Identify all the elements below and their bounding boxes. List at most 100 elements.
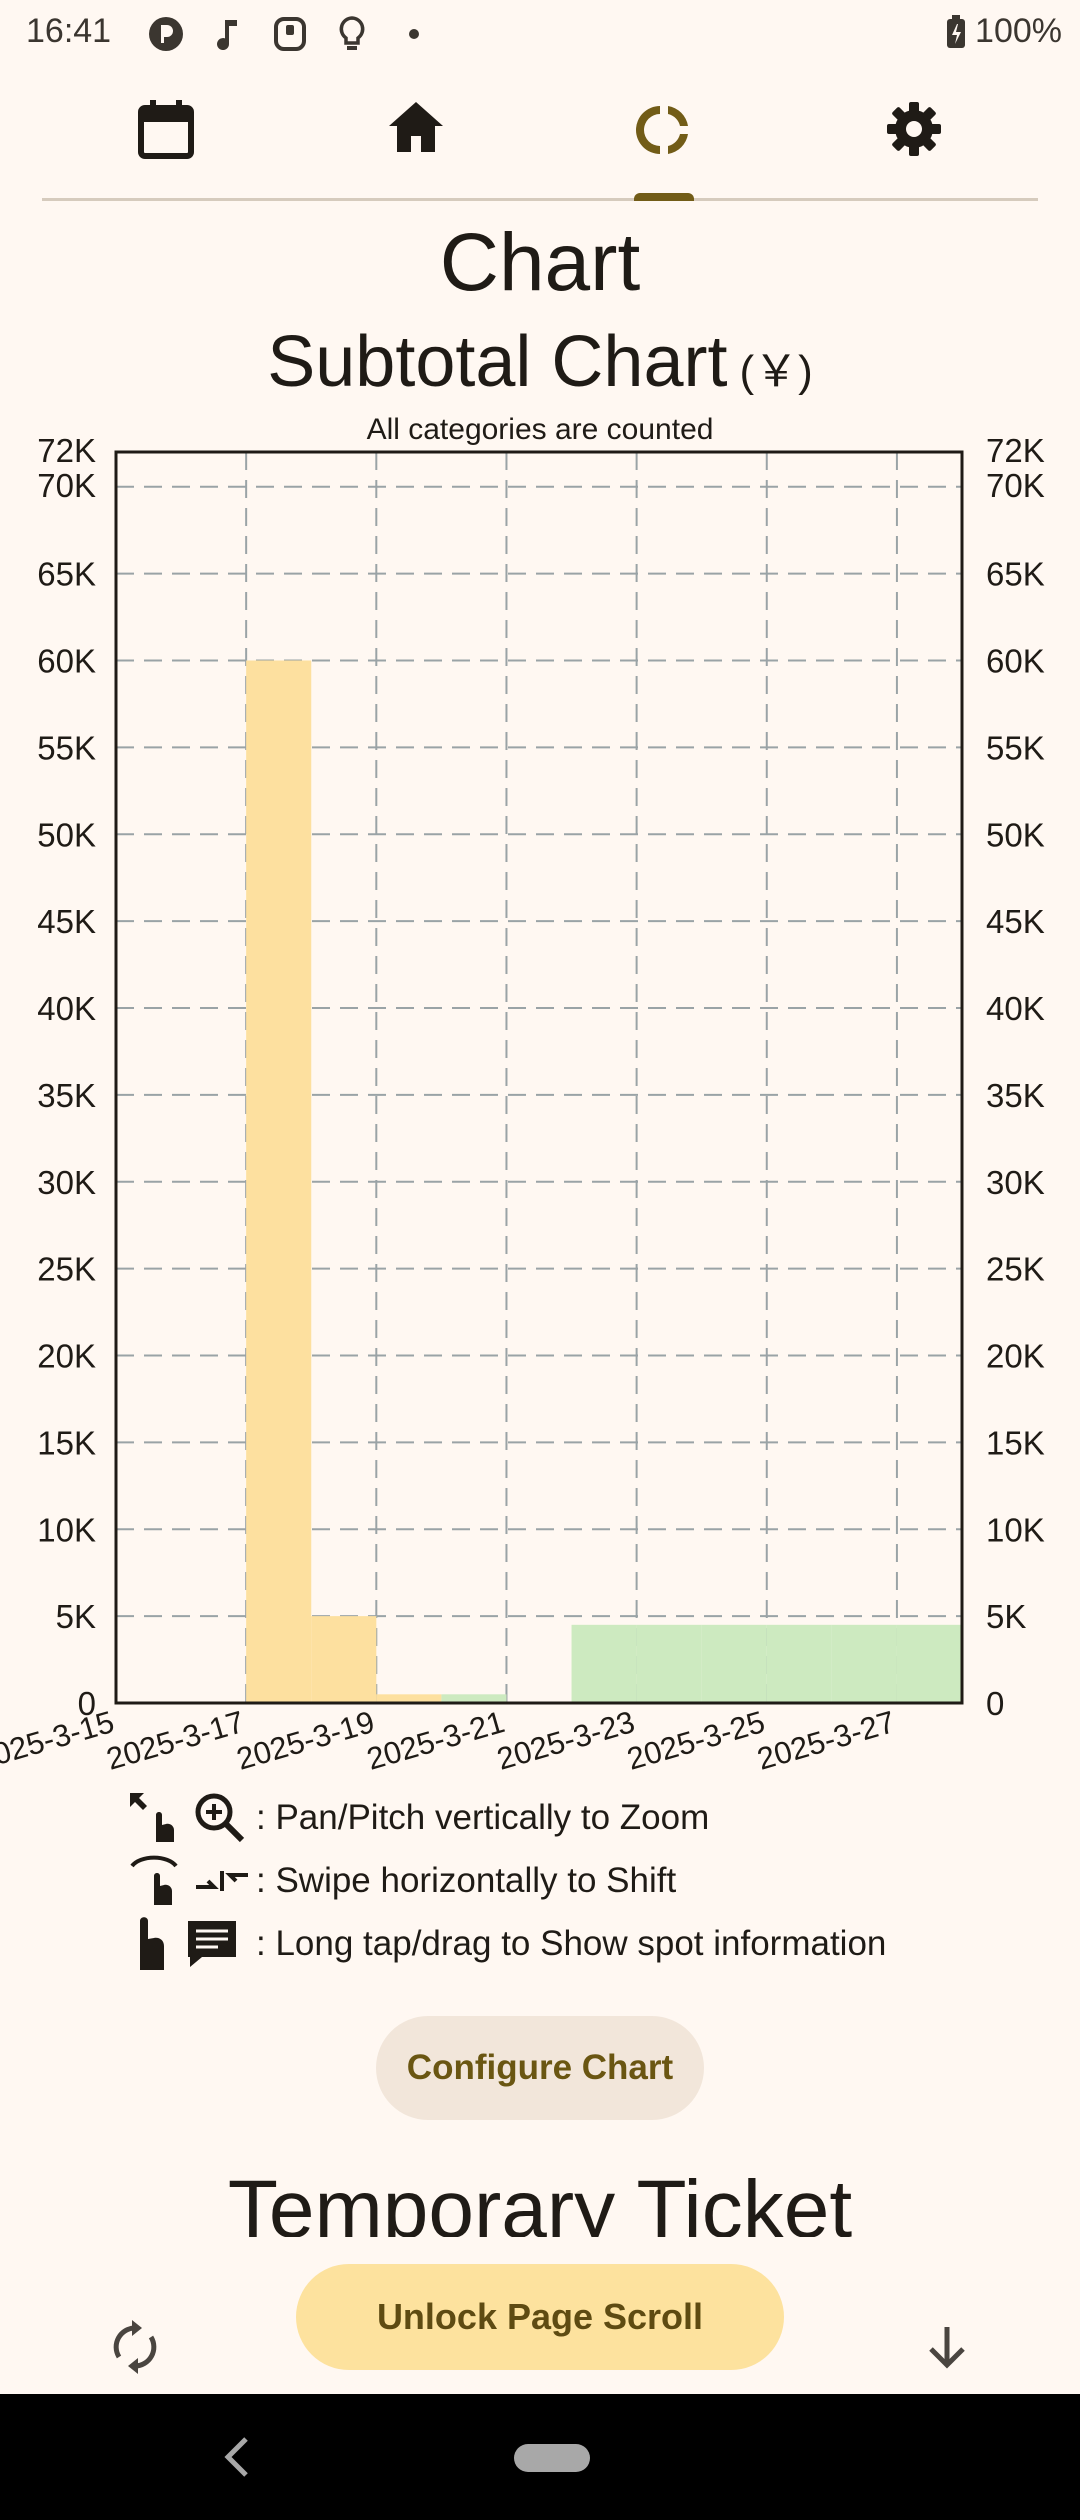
- y-tick-label: 25K: [37, 1251, 96, 1288]
- y-tick-label: 20K: [986, 1338, 1045, 1375]
- x-tick-label: 2025-3-19: [233, 1704, 379, 1777]
- y-tick-label: 35K: [986, 1077, 1045, 1114]
- chart-bar[interactable]: [701, 1624, 767, 1703]
- expand-arrows-icon: [130, 1792, 174, 1842]
- chart-bar[interactable]: [571, 1624, 637, 1703]
- tab-chart[interactable]: [604, 90, 724, 201]
- y-tick-label: 15K: [986, 1424, 1045, 1461]
- y-tick-label: 55K: [37, 729, 96, 766]
- y-tick-label: 72K: [37, 432, 96, 469]
- gesture-hints: : Pan/Pitch vertically to Zoom : Swipe h…: [126, 1786, 886, 1975]
- configure-chart-button[interactable]: Configure Chart: [376, 2016, 704, 2120]
- chart-bar[interactable]: [246, 660, 312, 1704]
- y-tick-label: 10K: [986, 1511, 1045, 1548]
- y-tick-label: 60K: [986, 643, 1045, 680]
- y-tick-label: 25K: [986, 1251, 1045, 1288]
- x-tick-label: 2025-3-23: [493, 1704, 639, 1777]
- y-tick-label: 5K: [986, 1598, 1026, 1635]
- hint-row: : Pan/Pitch vertically to Zoom: [126, 1786, 886, 1849]
- back-icon: [224, 2437, 248, 2477]
- y-tick-label: 65K: [37, 556, 96, 593]
- page-title: Chart: [439, 217, 641, 308]
- y-tick-label: 55K: [986, 729, 1045, 766]
- y-tick-label: 15K: [37, 1424, 96, 1461]
- gear-icon: [887, 102, 941, 156]
- system-home-button[interactable]: [514, 2444, 590, 2472]
- status-notification-icons: [146, 14, 434, 54]
- section-title: Temporary Ticket: [227, 2164, 853, 2237]
- y-tick-label: 65K: [986, 556, 1045, 593]
- y-tick-label: 0: [78, 1685, 96, 1722]
- refresh-button[interactable]: [100, 2312, 170, 2382]
- hint-text: : Long tap/drag to Show spot information: [256, 1923, 887, 1963]
- game-controller-icon: [270, 14, 310, 54]
- tab-settings[interactable]: [854, 90, 974, 198]
- tab-home[interactable]: [356, 90, 476, 198]
- x-tick-label: 2025-3-25: [623, 1704, 769, 1777]
- chart-title: Subtotal Chart (￥): [0, 322, 1080, 412]
- status-battery: 100%: [945, 12, 1062, 51]
- y-tick-label: 30K: [986, 1164, 1045, 1201]
- arrow-down-icon: [929, 2327, 965, 2369]
- chart-bar[interactable]: [896, 1624, 962, 1703]
- x-axis: 2025-3-152025-3-172025-3-192025-3-212025…: [0, 1704, 899, 1777]
- y-tick-label: 40K: [37, 990, 96, 1027]
- chart-bar[interactable]: [441, 1694, 507, 1703]
- y-axis-left: 0 5K 10K 15K 20K 25K 30K 35K 40K 45K 50K 55K 60K 65K 7…: [37, 432, 96, 1722]
- music-note-icon: [208, 14, 248, 54]
- zoom-in-icon: [195, 1793, 245, 1842]
- app-logo-icon: [146, 14, 186, 54]
- donut-chart-icon: [636, 106, 688, 154]
- lightbulb-icon: [332, 14, 372, 54]
- x-tick-label: 2025-3-27: [753, 1704, 899, 1777]
- x-tick-label: 2025-3-21: [363, 1704, 509, 1777]
- battery-percent: 100%: [975, 12, 1062, 50]
- plot-border: [114, 450, 964, 1705]
- hint-text: : Pan/Pitch vertically to Zoom: [256, 1797, 710, 1837]
- status-bar: 16:41 100%: [0, 0, 1080, 66]
- chart-subtitle: All categories are counted: [366, 413, 714, 446]
- y-tick-label: 45K: [986, 903, 1045, 940]
- tap-hand-icon: [140, 1916, 164, 1970]
- status-time: 16:41: [26, 12, 112, 50]
- scroll-down-button[interactable]: [912, 2312, 982, 2382]
- calendar-icon: [138, 100, 194, 159]
- chart-bar[interactable]: [766, 1624, 832, 1703]
- y-tick-label: 35K: [37, 1077, 96, 1114]
- subtotal-bar-chart[interactable]: 0 5K 10K 15K 20K 25K 30K 35K 40K 45K 50K 55K 60K 65K 7…: [0, 430, 1080, 1780]
- y-tick-label: 5K: [56, 1598, 96, 1635]
- chart-bar[interactable]: [831, 1624, 897, 1703]
- y-tick-label: 50K: [37, 816, 96, 853]
- y-tick-label: 30K: [37, 1164, 96, 1201]
- speech-bubble-icon: [188, 1920, 236, 1967]
- battery-charging-icon: [947, 14, 966, 48]
- y-axis-right: 0 5K 10K 15K 20K 25K 30K 35K 40K 45K 50K 55K 60K 65K 7…: [986, 432, 1045, 1722]
- chart-bar[interactable]: [636, 1624, 702, 1703]
- tab-calendar[interactable]: [106, 90, 226, 198]
- y-tick-label: 70K: [986, 467, 1045, 504]
- y-tick-label: 45K: [37, 903, 96, 940]
- y-tick-label: 20K: [37, 1338, 96, 1375]
- chart-unit: (￥): [739, 347, 813, 396]
- x-tick-label: 2025-3-17: [103, 1704, 249, 1777]
- y-tick-label: 72K: [986, 432, 1045, 469]
- y-tick-label: 40K: [986, 990, 1045, 1027]
- system-back-button[interactable]: [212, 2432, 262, 2482]
- chart-bar[interactable]: [376, 1694, 442, 1703]
- y-tick-label: 0: [986, 1685, 1004, 1722]
- hint-row: : Swipe horizontally to Shift: [126, 1849, 886, 1912]
- hint-row: : Long tap/drag to Show spot information: [126, 1912, 886, 1975]
- arrows-horizontal-icon: [196, 1870, 248, 1891]
- unlock-page-scroll-button[interactable]: Unlock Page Scroll: [296, 2264, 784, 2370]
- swipe-hand-icon: [130, 1855, 178, 1905]
- home-icon: [389, 102, 443, 152]
- y-tick-label: 60K: [37, 643, 96, 680]
- hint-text: : Swipe horizontally to Shift: [256, 1860, 677, 1900]
- x-tick-label: 2025-3-15: [0, 1704, 118, 1777]
- dot-icon: [394, 14, 434, 54]
- tab-selected-indicator: [634, 193, 694, 201]
- y-tick-label: 10K: [37, 1511, 96, 1548]
- chart-title-text: Subtotal Chart: [267, 322, 728, 402]
- chart-bar[interactable]: [311, 1616, 377, 1703]
- top-nav: [42, 90, 1038, 201]
